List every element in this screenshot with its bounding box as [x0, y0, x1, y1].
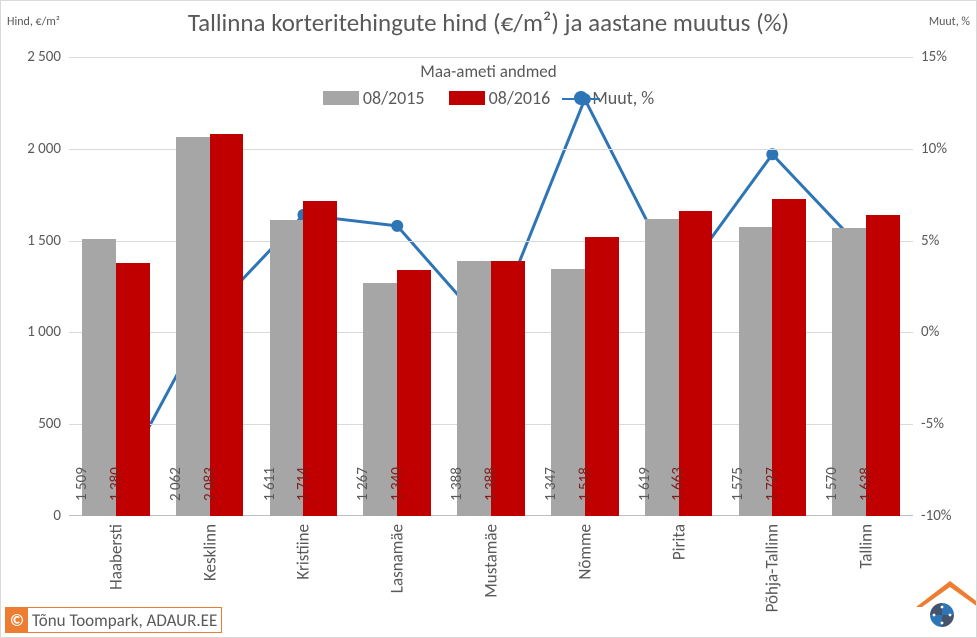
bar-value-label: 1 619 [636, 467, 654, 501]
y2-tick-label: 0% [921, 323, 939, 341]
y2-tick-label: 15% [921, 48, 947, 66]
category-label: Kristiine [293, 516, 314, 580]
y1-tick-label: 500 [38, 415, 61, 433]
bar-value-label: 1 575 [730, 467, 748, 501]
bar-series2: 1 518 [585, 237, 619, 516]
category-label: Haabersti [105, 516, 126, 590]
bar-value-label: 1 714 [294, 467, 312, 501]
bar-value-label: 1 347 [542, 467, 560, 501]
y2-tick-label: -5% [921, 415, 944, 433]
category-label: Lasnamäe [387, 516, 408, 593]
category-group: 1 6111 714Kristiine [257, 57, 351, 516]
credit-box: © Tõnu Toompark, ADAUR.EE [5, 607, 222, 633]
bar-series2: 2 083 [210, 134, 244, 516]
y2-tick-label: 10% [921, 140, 947, 158]
bar-value-label: 1 380 [107, 467, 125, 501]
bar-series2: 1 380 [116, 263, 150, 516]
category-group: 1 5701 638Tallinn [819, 57, 913, 516]
bar-value-label: 1 611 [261, 467, 279, 501]
bar-value-label: 1 663 [670, 467, 688, 501]
bar-value-label: 1 727 [763, 467, 781, 501]
bar-series2: 1 388 [491, 261, 525, 516]
category-group: 2 0622 083Kesklinn [163, 57, 257, 516]
category-group: 1 6191 663Pirita [632, 57, 726, 516]
bar-value-label: 1 638 [857, 467, 875, 501]
bar-series2: 1 714 [303, 201, 337, 516]
bar-value-label: 1 518 [576, 467, 594, 501]
category-group: 1 5091 380Haabersti [69, 57, 163, 516]
bar-value-label: 2 083 [201, 467, 219, 501]
bar-value-label: 2 062 [167, 467, 185, 501]
bar-series1: 2 062 [176, 137, 210, 516]
bar-series2: 1 340 [397, 270, 431, 516]
chart-title: Tallinna korteritehingute hind (€/m²) ja… [1, 7, 976, 38]
y1-tick-label: 2 000 [27, 140, 61, 158]
bar-value-label: 1 570 [823, 467, 841, 501]
plot-area: 0-10%500-5%1 0000%1 5005%2 00010%2 50015… [69, 57, 913, 516]
category-label: Tallinn [856, 516, 877, 569]
y1-tick-label: 0 [53, 507, 61, 525]
category-label: Kesklinn [199, 516, 220, 581]
copyright-icon: © [6, 608, 28, 632]
bar-value-label: 1 388 [448, 467, 466, 501]
category-group: 1 2671 340Lasnamäe [350, 57, 444, 516]
y1-tick-label: 2 500 [27, 48, 61, 66]
bar-value-label: 1 340 [388, 467, 406, 501]
bar-series2: 1 638 [866, 215, 900, 516]
category-label: Mustamäe [480, 516, 501, 598]
bar-value-label: 1 509 [73, 467, 91, 501]
category-group: 1 3881 388Mustamäe [444, 57, 538, 516]
y1-tick-label: 1 500 [27, 232, 61, 250]
bar-value-label: 1 388 [482, 467, 500, 501]
category-label: Põhja-Tallinn [762, 516, 783, 612]
bar-series2: 1 727 [772, 199, 806, 516]
bar-value-label: 1 267 [354, 467, 372, 501]
category-label: Pirita [668, 516, 689, 560]
y2-tick-label: -10% [921, 507, 952, 525]
credit-text: Tõnu Toompark, ADAUR.EE [32, 610, 217, 631]
bar-series2: 1 663 [679, 211, 713, 516]
y2-tick-label: 5% [921, 232, 939, 250]
category-group: 1 5751 727Põhja-Tallinn [725, 57, 819, 516]
chart-container: Hind, €/m² Muut, % Tallinna korteritehin… [0, 0, 977, 638]
y1-tick-label: 1 000 [27, 323, 61, 341]
category-group: 1 3471 518Nõmme [538, 57, 632, 516]
adaur-logo [892, 573, 976, 637]
category-label: Nõmme [574, 516, 595, 580]
